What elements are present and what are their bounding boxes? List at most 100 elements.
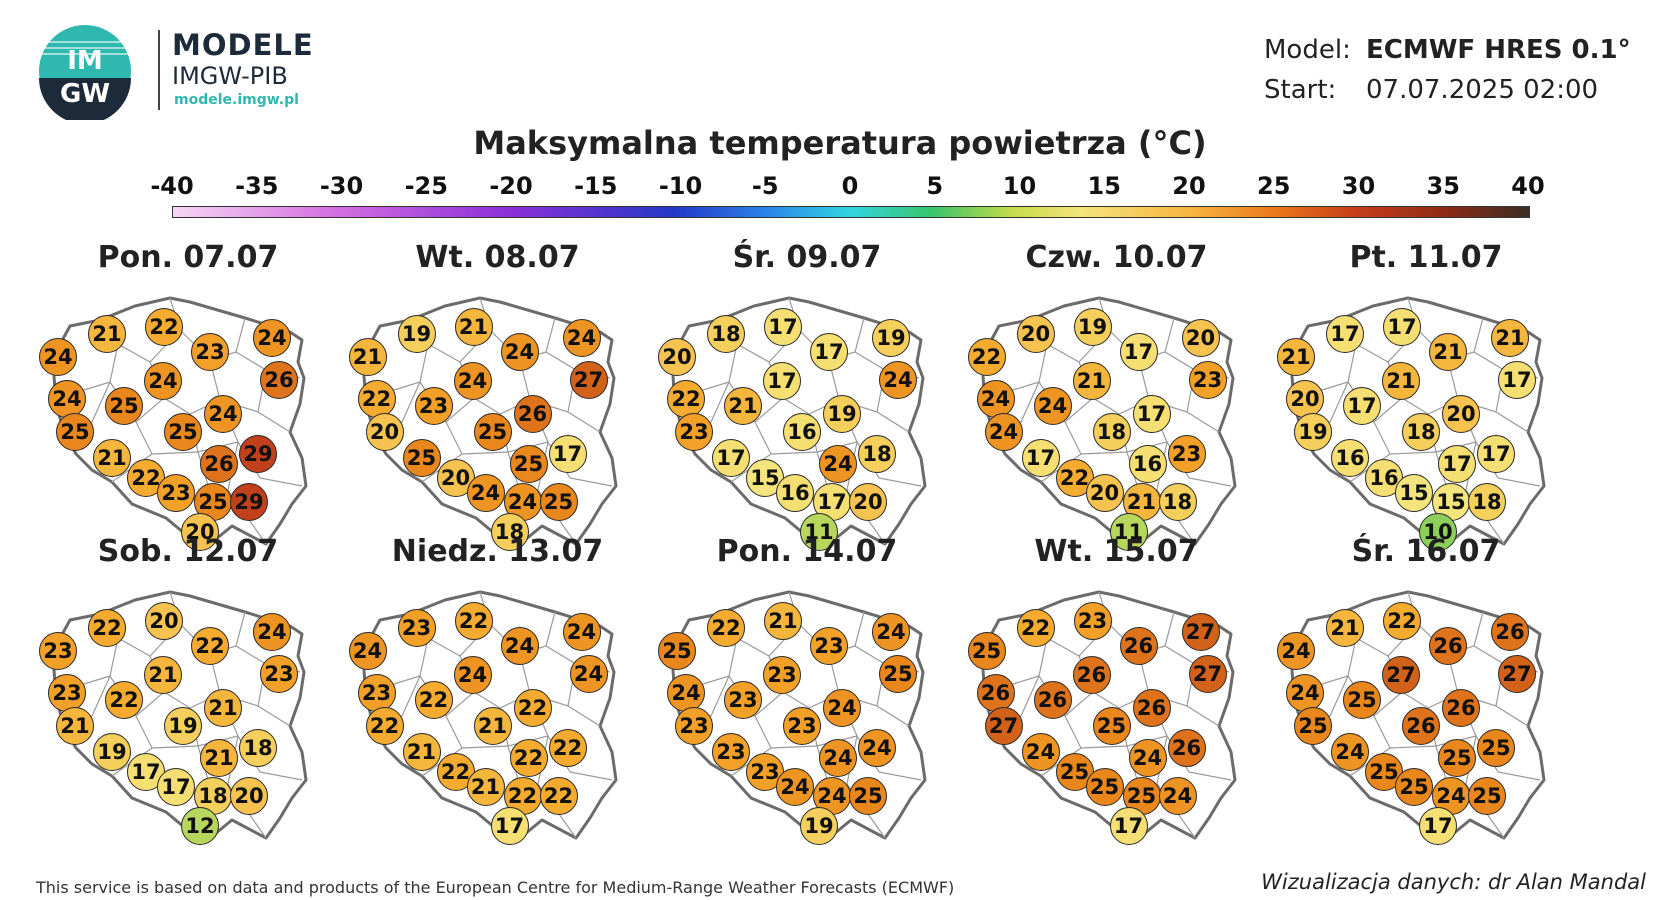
temperature-marker[interactable]: 19 xyxy=(93,733,131,771)
temperature-marker[interactable]: 21 xyxy=(204,689,242,727)
temperature-marker[interactable]: 23 xyxy=(1188,361,1227,399)
temperature-marker[interactable]: 24 xyxy=(858,729,896,767)
temperature-marker[interactable]: 26 xyxy=(513,395,552,433)
temperature-marker[interactable]: 24 xyxy=(569,655,608,693)
temperature-marker[interactable]: 21 xyxy=(1429,333,1467,371)
temperature-marker[interactable]: 22 xyxy=(1016,609,1055,647)
temperature-marker[interactable]: 23 xyxy=(39,632,77,670)
temperature-marker[interactable]: 18 xyxy=(707,315,745,353)
temperature-marker[interactable]: 21 xyxy=(1382,362,1420,400)
temperature-marker[interactable]: 25 xyxy=(539,483,578,521)
temperature-marker[interactable]: 17 xyxy=(1498,361,1536,399)
temperature-marker[interactable]: 16 xyxy=(1365,459,1403,497)
temperature-marker[interactable]: 26 xyxy=(1167,729,1206,767)
temperature-marker[interactable]: 25 xyxy=(164,413,202,451)
temperature-marker[interactable]: 27 xyxy=(1181,613,1220,651)
temperature-marker[interactable]: 24 xyxy=(466,474,505,512)
temperature-marker[interactable]: 11 xyxy=(1109,513,1148,551)
temperature-marker[interactable]: 23 xyxy=(810,627,848,665)
temperature-marker[interactable]: 17 xyxy=(1477,435,1515,473)
temperature-marker[interactable]: 26 xyxy=(1491,613,1529,651)
temperature-marker[interactable]: 22 xyxy=(191,627,229,665)
temperature-marker[interactable]: 26 xyxy=(260,361,298,399)
temperature-marker[interactable]: 17 xyxy=(1438,445,1476,483)
temperature-marker[interactable]: 19 xyxy=(1294,413,1332,451)
temperature-marker[interactable]: 24 xyxy=(562,319,601,357)
temperature-marker[interactable]: 25 xyxy=(1438,739,1476,777)
temperature-marker[interactable]: 21 xyxy=(1072,362,1111,400)
temperature-marker[interactable]: 17 xyxy=(1343,387,1381,425)
temperature-marker[interactable]: 22 xyxy=(127,459,165,497)
temperature-marker[interactable]: 25 xyxy=(1294,707,1332,745)
temperature-marker[interactable]: 24 xyxy=(984,413,1023,451)
temperature-marker[interactable]: 25 xyxy=(1477,729,1515,767)
temperature-marker[interactable]: 23 xyxy=(260,655,298,693)
temperature-marker[interactable]: 20 xyxy=(1016,315,1055,353)
temperature-marker[interactable]: 17 xyxy=(1119,333,1158,371)
temperature-marker[interactable]: 24 xyxy=(1021,733,1060,771)
temperature-marker[interactable]: 10 xyxy=(1419,513,1457,551)
temperature-marker[interactable]: 24 xyxy=(872,613,910,651)
temperature-marker[interactable]: 25 xyxy=(967,632,1006,670)
temperature-marker[interactable]: 18 xyxy=(1092,413,1131,451)
temperature-marker[interactable]: 21 xyxy=(1326,609,1364,647)
temperature-marker[interactable]: 23 xyxy=(783,707,821,745)
temperature-marker[interactable]: 22 xyxy=(105,681,143,719)
temperature-marker[interactable]: 21 xyxy=(56,707,94,745)
temperature-marker[interactable]: 22 xyxy=(509,739,548,777)
temperature-marker[interactable]: 26 xyxy=(1072,656,1111,694)
temperature-marker[interactable]: 24 xyxy=(48,380,86,418)
temperature-marker[interactable]: 17 xyxy=(712,439,750,477)
temperature-marker[interactable]: 23 xyxy=(724,681,762,719)
temperature-marker[interactable]: 20 xyxy=(1442,395,1480,433)
temperature-marker[interactable]: 18 xyxy=(858,435,896,473)
temperature-marker[interactable]: 24 xyxy=(453,362,492,400)
temperature-marker[interactable]: 24 xyxy=(1128,739,1167,777)
temperature-marker[interactable]: 25 xyxy=(105,387,143,425)
temperature-marker[interactable]: 24 xyxy=(1033,387,1072,425)
temperature-marker[interactable]: 24 xyxy=(253,613,291,651)
temperature-marker[interactable]: 22 xyxy=(667,380,705,418)
temperature-marker[interactable]: 24 xyxy=(253,319,291,357)
temperature-marker[interactable]: 18 xyxy=(239,729,277,767)
temperature-marker[interactable]: 20 xyxy=(1181,319,1220,357)
temperature-marker[interactable]: 24 xyxy=(976,380,1015,418)
temperature-marker[interactable]: 25 xyxy=(1122,777,1161,815)
temperature-marker[interactable]: 21 xyxy=(402,733,441,771)
temperature-marker[interactable]: 19 xyxy=(164,707,202,745)
temperature-marker[interactable]: 24 xyxy=(1286,674,1324,712)
brand-url-link[interactable]: modele.imgw.pl xyxy=(174,92,299,108)
temperature-marker[interactable]: 17 xyxy=(1326,315,1364,353)
temperature-marker[interactable]: 25 xyxy=(658,632,696,670)
temperature-marker[interactable]: 29 xyxy=(230,483,268,521)
temperature-marker[interactable]: 26 xyxy=(200,445,238,483)
temperature-marker[interactable]: 19 xyxy=(872,319,910,357)
temperature-marker[interactable]: 23 xyxy=(414,387,453,425)
temperature-marker[interactable]: 22 xyxy=(539,777,578,815)
temperature-marker[interactable]: 26 xyxy=(1119,627,1158,665)
temperature-marker[interactable]: 24 xyxy=(823,689,861,727)
temperature-marker[interactable]: 24 xyxy=(819,739,857,777)
temperature-marker[interactable]: 24 xyxy=(667,674,705,712)
temperature-marker[interactable]: 29 xyxy=(239,435,277,473)
temperature-marker[interactable]: 21 xyxy=(88,315,126,353)
temperature-marker[interactable]: 21 xyxy=(454,308,493,346)
temperature-marker[interactable]: 25 xyxy=(402,439,441,477)
temperature-marker[interactable]: 24 xyxy=(1432,777,1470,815)
temperature-marker[interactable]: 22 xyxy=(357,380,396,418)
temperature-marker[interactable]: 16 xyxy=(776,474,814,512)
temperature-marker[interactable]: 17 xyxy=(764,308,802,346)
temperature-marker[interactable]: 24 xyxy=(39,338,77,376)
temperature-marker[interactable]: 19 xyxy=(1073,308,1112,346)
temperature-marker[interactable]: 22 xyxy=(1383,602,1421,640)
temperature-marker[interactable]: 22 xyxy=(414,681,453,719)
temperature-marker[interactable]: 17 xyxy=(157,768,195,806)
temperature-marker[interactable]: 22 xyxy=(88,609,126,647)
temperature-marker[interactable]: 24 xyxy=(562,613,601,651)
temperature-marker[interactable]: 24 xyxy=(204,395,242,433)
temperature-marker[interactable]: 16 xyxy=(1128,445,1167,483)
imgw-logo[interactable]: IM GW xyxy=(36,22,134,124)
temperature-marker[interactable]: 17 xyxy=(1383,308,1421,346)
temperature-marker[interactable]: 24 xyxy=(144,362,182,400)
temperature-marker[interactable]: 20 xyxy=(145,602,183,640)
